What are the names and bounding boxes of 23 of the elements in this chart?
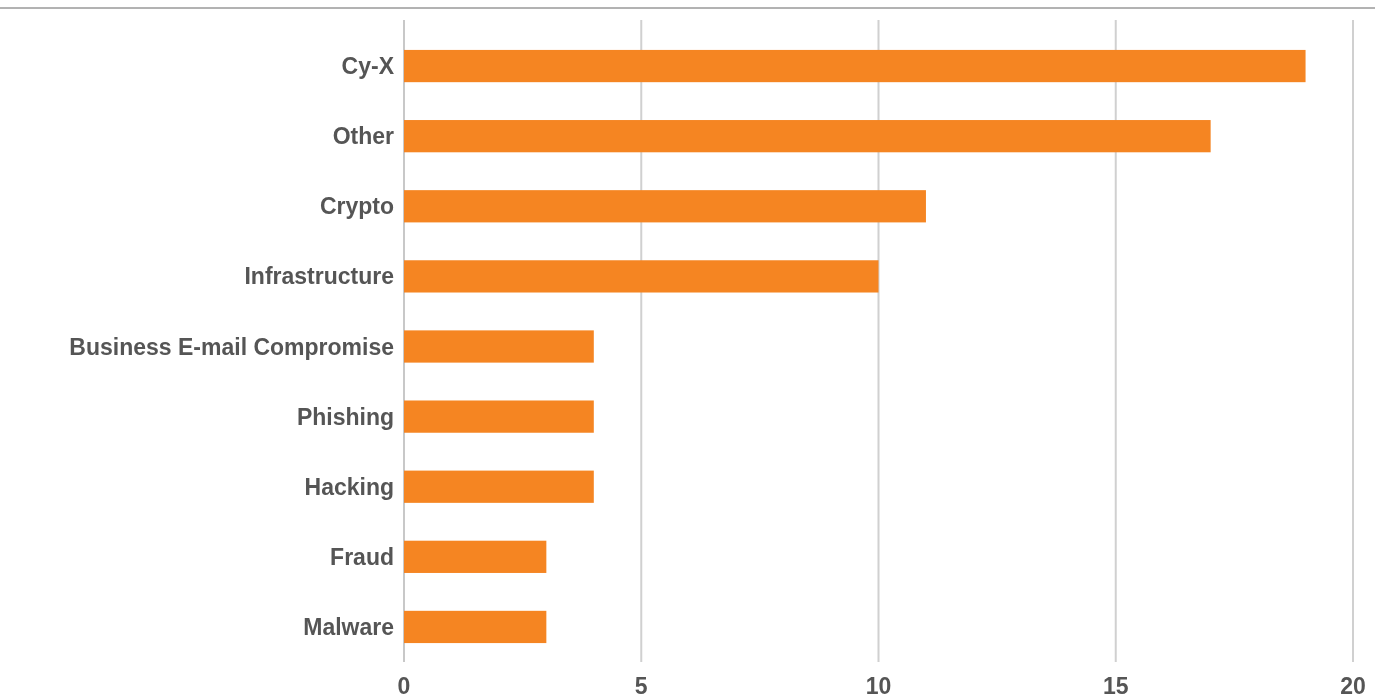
y-tick-label: Hacking: [304, 473, 394, 500]
y-tick-label: Other: [332, 123, 395, 150]
x-tick-label: 15: [1102, 673, 1129, 698]
x-tick-label: 10: [865, 673, 892, 698]
bar: [404, 260, 879, 293]
bar: [404, 470, 594, 503]
bar: [404, 120, 1211, 153]
x-tick-label: 5: [634, 673, 648, 698]
bar: [404, 190, 926, 223]
x-tick-label: 20: [1340, 673, 1366, 698]
bar: [404, 49, 1306, 83]
y-tick-label: Fraud: [330, 543, 394, 570]
y-tick-label: Malware: [303, 613, 394, 640]
bar: [404, 400, 594, 433]
y-tick-label: Crypto: [319, 193, 394, 220]
bar: [404, 610, 547, 644]
y-tick-label: Business E-mail Compromise: [69, 333, 394, 360]
bar: [404, 540, 547, 573]
y-tick-label: Cy-X: [341, 53, 395, 80]
y-tick-label: Phishing: [296, 403, 394, 430]
bar: [404, 330, 594, 363]
x-tick-label: 0: [397, 673, 411, 698]
y-tick-label: Infrastructure: [244, 263, 394, 290]
